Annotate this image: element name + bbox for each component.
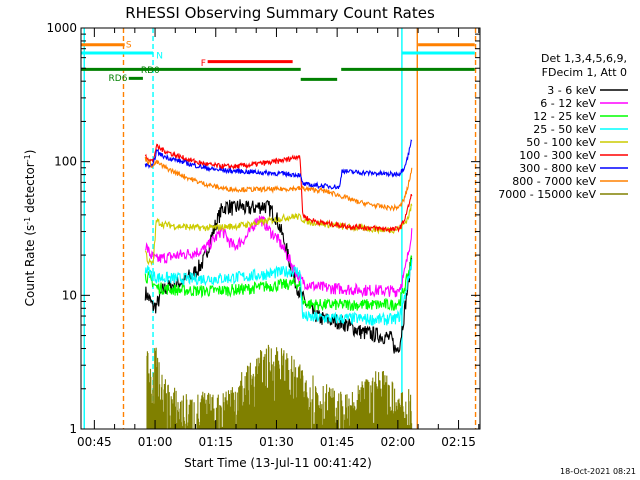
x-tick-label: 01:45: [320, 435, 355, 449]
series-line: [144, 139, 413, 190]
y-tick-label: 1: [69, 422, 77, 436]
x-tick-label: 02:00: [381, 435, 416, 449]
x-axis-label: Start Time (13-Jul-11 00:41:42): [184, 456, 372, 470]
y-axis-label-exp: -1: [23, 217, 32, 225]
legend-label: 50 - 100 keV: [526, 136, 596, 149]
x-tick-label: 00:45: [77, 435, 112, 449]
x-tick-label: 01:30: [259, 435, 294, 449]
series-25-50-kev: [144, 259, 413, 327]
legend-header-line-1: Det 1,3,4,5,6,9,: [541, 52, 627, 65]
plot-frame: [80, 27, 481, 430]
y-axis-label-tail: detector: [23, 162, 37, 217]
series-line: [144, 259, 413, 327]
flag-label-rd0: RD0: [141, 66, 160, 76]
series-300-800-kev: [144, 139, 413, 190]
y-axis-label-close: ): [23, 150, 37, 155]
series-50-100-kev: [144, 203, 413, 267]
legend-label: 7000 - 15000 keV: [498, 188, 596, 201]
series-line: [144, 199, 413, 354]
axes: 1 10 100 1000 00:45 01:00 01:15 01:30 01:45 02:00…: [46, 21, 480, 449]
legend-label: 800 - 7000 keV: [512, 175, 596, 188]
series-line: [144, 143, 413, 234]
legend: Det 1,3,4,5,6,9, FDecim 1, Att 0 3 - 6 k…: [498, 52, 628, 201]
y-axis-label-main: Count Rate (s: [23, 225, 37, 307]
x-tick-label: 01:00: [138, 435, 173, 449]
series-line: [144, 215, 413, 298]
series-800-7000-kev: [144, 156, 413, 212]
chart-title: RHESSI Observing Summary Count Rates: [125, 4, 435, 22]
series-3-6-kev: [144, 199, 413, 354]
series-group: [144, 139, 413, 429]
series-line: [144, 156, 413, 212]
flag-label-f: F: [201, 59, 206, 69]
legend-label: 100 - 300 keV: [519, 149, 596, 162]
series-6-12-kev: [144, 215, 413, 298]
vertical-markers: [83, 28, 477, 429]
legend-label: 12 - 25 keV: [533, 110, 596, 123]
y-tick-label: 100: [54, 155, 77, 169]
flag-label-rd6: RD6: [109, 74, 128, 84]
series-line: [144, 203, 413, 267]
series-100-300-kev: [144, 143, 413, 234]
series-12-25-kev: [144, 254, 413, 312]
legend-label: 25 - 50 keV: [533, 123, 596, 136]
series-line: [144, 254, 413, 312]
legend-header-line-2: FDecim 1, Att 0: [542, 66, 627, 79]
y-axis-label-tail-exp: -1: [23, 154, 32, 162]
x-tick-label: 02:15: [441, 435, 476, 449]
y-axis-label: Count Rate (s-1 detector-1): [23, 150, 37, 307]
legend-label: 300 - 800 keV: [519, 162, 596, 175]
flag-annotations: S N F RD0 RD6: [109, 40, 206, 84]
generation-timestamp: 18-Oct-2021 08:21: [560, 467, 636, 476]
legend-label: 3 - 6 keV: [547, 84, 596, 97]
legend-label: 6 - 12 keV: [540, 97, 596, 110]
flag-label-n: N: [156, 52, 163, 62]
flag-label-s: S: [126, 40, 132, 50]
y-tick-label: 1000: [46, 21, 77, 35]
series-7000-15000-kev: [146, 344, 413, 429]
series-line: [146, 344, 413, 429]
status-bars: [81, 43, 475, 81]
x-tick-label: 01:15: [198, 435, 233, 449]
y-tick-label: 10: [62, 288, 77, 302]
